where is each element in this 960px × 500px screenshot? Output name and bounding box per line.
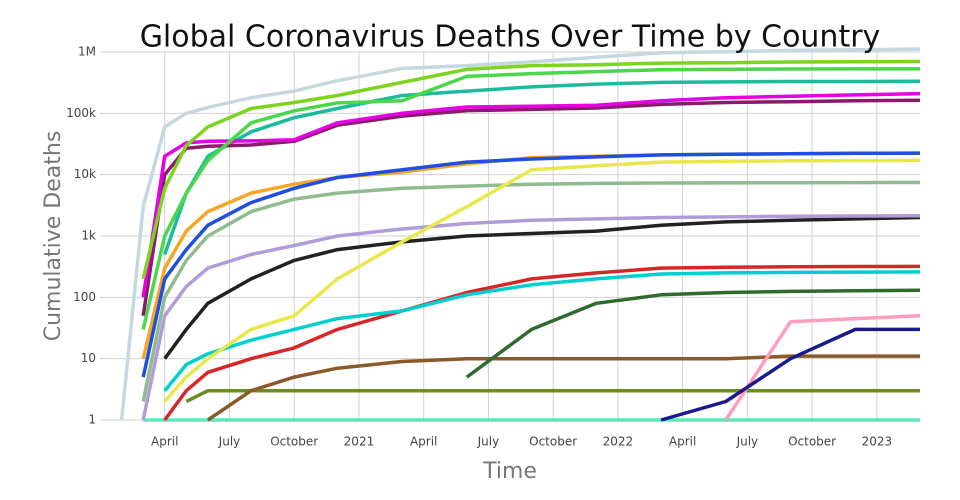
series-line [141, 59, 921, 280]
lines [119, 47, 921, 422]
series-line [163, 264, 921, 422]
y-axis-label: Cumulative Deaths [41, 131, 66, 342]
y-tick-label: 100k [66, 106, 96, 120]
series-line [185, 388, 920, 404]
x-tick-label: 2023 [862, 435, 893, 449]
y-tick-label: 10k [74, 167, 96, 181]
x-tick-label: October [788, 435, 836, 449]
series-line [141, 180, 921, 402]
series-line [163, 158, 921, 403]
series-line [163, 215, 921, 360]
series-line [660, 327, 920, 422]
x-tick-label: October [270, 435, 318, 449]
y-tick-label: 100 [73, 290, 96, 304]
y-tick-label: 1M [78, 45, 96, 59]
series-line [724, 314, 921, 421]
chart-title: Global Coronavirus Deaths Over Time by C… [140, 20, 881, 55]
y-tick-label: 1k [81, 229, 96, 243]
x-axis-label: Time [482, 459, 537, 484]
series-line [141, 151, 921, 378]
series-line [465, 288, 921, 379]
y-tick-label: 1 [88, 413, 96, 427]
series-line [141, 67, 920, 330]
series-line [141, 91, 921, 298]
y-tick-label: 10 [81, 351, 96, 365]
x-tick-label: July [477, 435, 500, 449]
series-line [119, 47, 921, 421]
x-tick-label: April [669, 435, 696, 449]
x-tick-label: October [529, 435, 577, 449]
x-tick-label: July [736, 435, 759, 449]
x-tick-label: April [151, 435, 178, 449]
series-line [141, 98, 921, 317]
x-tick-label: 2022 [603, 435, 634, 449]
x-tick-label: 2021 [344, 435, 375, 449]
grid [100, 51, 920, 421]
series-line [206, 354, 920, 422]
x-tick-label: July [218, 435, 241, 449]
x-tick-label: April [410, 435, 437, 449]
